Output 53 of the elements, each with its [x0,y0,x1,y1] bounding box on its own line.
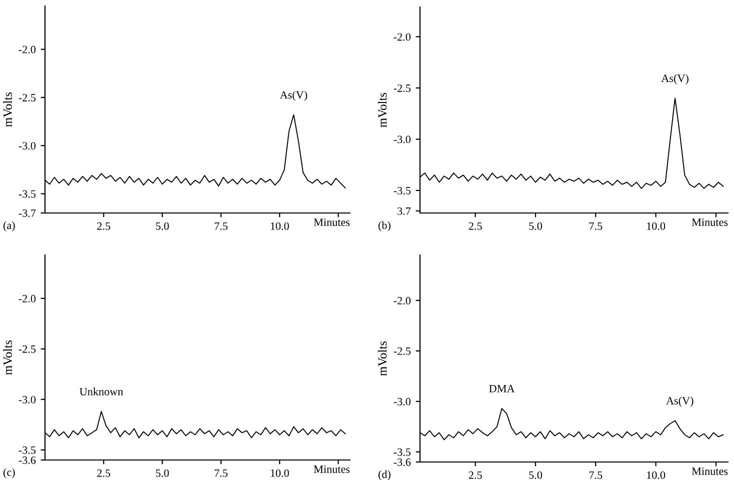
y-tick-label: -3.0 [394,136,411,144]
x-tick-label: 7.5 [589,222,602,230]
y-tick-label: -2.5 [18,345,36,353]
x-tick-label: 2.5 [468,222,482,230]
y-axis-title: mVolts [378,92,387,128]
x-tick-label: 5.0 [529,222,542,230]
annotation: DMA [489,384,515,392]
text: (b) [378,221,390,232]
x-axis-title: Minutes [314,218,350,226]
y-tick-label: -2.5 [394,347,411,355]
y-tick-label: -2.0 [394,296,411,304]
y-axis-title: mVolts [378,341,387,376]
y-tick-label: -3.5 [18,190,36,198]
x-tick-label: 10.0 [647,222,666,230]
annotation: As(V) [661,74,688,84]
y-tick-label: -3.6 [18,456,36,464]
y-tick-label: -2.0 [18,294,36,302]
y-tick-label: -3.5 [18,446,36,454]
y-tick-label: -3.0 [18,142,36,150]
y-tick-label: -3.0 [18,396,36,404]
x-tick-label: 5.0 [156,222,169,230]
x-tick-label: 10.0 [270,469,289,477]
y-tick-label: -2.0 [394,33,411,41]
text: (a) [3,221,15,232]
x-tick-label: 2.5 [468,471,482,479]
y-tick-label: -2.5 [18,94,36,102]
x-tick-label: 2.5 [97,469,110,477]
text: (c) [3,468,15,478]
annotation: As(V) [666,396,694,407]
y-tick-label: -2.5 [394,84,411,92]
y-tick-label: -3.5 [394,448,411,456]
x-tick-label: 7.5 [589,471,602,479]
y-tick-label: 3.7 [398,207,411,215]
x-tick-label: 7.5 [214,222,228,230]
x-tick-label: 7.5 [214,469,228,477]
x-axis-title: Minutes [692,218,728,226]
y-tick-label: -3.6 [394,458,411,466]
y-axis-title: mVolts [3,92,12,127]
annotation: Unknown [80,388,124,396]
x-tick-label: 10.0 [270,222,289,230]
text: (d) [378,470,390,480]
y-tick-label: -3.5 [394,186,411,194]
y-axis-title: mVolts [3,340,12,375]
y-tick-label: -3.0 [394,398,411,406]
x-tick-label: 5.0 [156,469,169,477]
x-tick-label: 5.0 [529,471,542,479]
x-tick-label: 2.5 [97,222,110,230]
x-tick-label: 10.0 [647,471,666,479]
annotation: As(V) [280,90,308,101]
x-axis-title: Minutes [692,468,728,475]
x-axis-title: Minutes [314,465,350,473]
y-tick-label: -3.7 [18,209,36,218]
y-tick-label: -2.0 [18,46,36,54]
